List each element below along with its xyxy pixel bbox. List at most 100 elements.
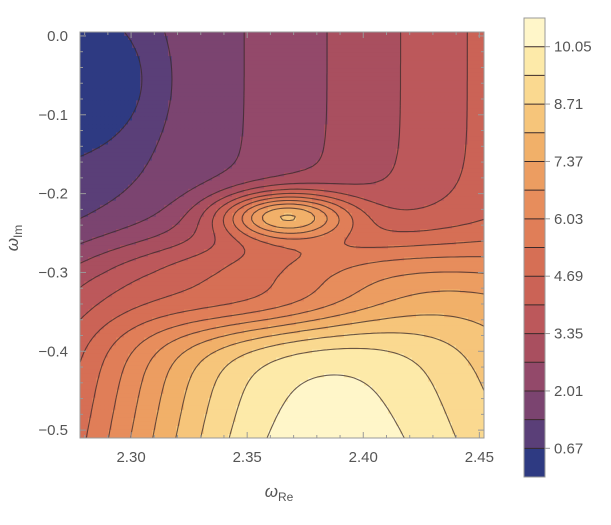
contour-cell — [480, 204, 484, 210]
contour-cell — [288, 44, 293, 49]
contour-cell — [316, 188, 321, 194]
contour-cell — [284, 180, 289, 186]
contour-cell — [200, 68, 205, 73]
contour-cell — [396, 60, 401, 65]
contour-cell — [448, 100, 453, 105]
contour-cell — [348, 124, 353, 130]
contour-cell — [220, 88, 225, 93]
contour-cell — [420, 108, 425, 113]
contour-cell — [448, 176, 453, 182]
contour-cell — [232, 76, 237, 81]
contour-cell — [244, 220, 249, 226]
contour-cell — [156, 200, 161, 206]
contour-cell — [480, 120, 484, 126]
contour-cell — [296, 72, 301, 77]
contour-cell — [96, 152, 101, 158]
contour-cell — [88, 32, 93, 37]
contour-cell — [312, 188, 317, 194]
contour-cell — [460, 100, 465, 105]
contour-cell — [432, 160, 437, 166]
contour-cell — [268, 148, 273, 154]
contour-cell — [272, 108, 277, 113]
contour-cell — [360, 128, 365, 134]
contour-cell — [208, 64, 213, 69]
contour-cell — [292, 72, 297, 77]
contour-cell — [424, 104, 429, 109]
contour-cell — [376, 52, 381, 57]
contour-cell — [132, 32, 137, 37]
contour-cell — [152, 128, 157, 134]
contour-cell — [284, 184, 289, 190]
contour-cell — [448, 60, 453, 65]
contour-cell — [396, 52, 401, 57]
contour-cell — [172, 192, 177, 198]
contour-cell — [120, 48, 125, 53]
contour-cell — [392, 156, 397, 162]
contour-cell — [360, 96, 365, 101]
contour-cell — [88, 224, 93, 230]
contour-cell — [356, 200, 361, 206]
contour-cell — [132, 224, 137, 230]
contour-cell — [236, 84, 241, 89]
contour-cell — [360, 200, 365, 206]
contour-cell — [340, 120, 345, 126]
contour-cell — [156, 184, 161, 190]
contour-cell — [144, 68, 149, 73]
contour-cell — [268, 52, 273, 57]
contour-cell — [476, 196, 481, 202]
contour-cell — [156, 216, 161, 222]
contour-cell — [264, 128, 269, 134]
contour-cell — [252, 36, 257, 41]
contour-cell — [156, 40, 161, 45]
contour-cell — [328, 136, 333, 142]
contour-cell — [220, 92, 225, 97]
contour-cell — [172, 96, 177, 101]
contour-cell — [140, 64, 145, 69]
contour-cell — [360, 40, 365, 45]
contour-cell — [408, 44, 413, 49]
contour-cell — [312, 56, 317, 61]
contour-cell — [240, 104, 245, 109]
contour-cell — [232, 224, 237, 230]
contour-cell — [256, 152, 261, 158]
contour-cell — [344, 44, 349, 49]
contour-cell — [100, 80, 105, 85]
contour-cell — [468, 156, 473, 162]
contour-cell — [216, 48, 221, 53]
contour-cell — [120, 140, 125, 146]
contour-cell — [372, 88, 377, 93]
contour-cell — [380, 132, 385, 138]
contour-cell — [116, 140, 121, 146]
contour-cell — [368, 148, 373, 154]
contour-cell — [424, 156, 429, 162]
contour-cell — [148, 72, 153, 77]
contour-cell — [168, 80, 173, 85]
contour-cell — [296, 200, 301, 206]
contour-cell — [280, 208, 285, 214]
contour-cell — [396, 152, 401, 158]
contour-cell — [268, 64, 273, 69]
contour-cell — [140, 192, 145, 198]
contour-cell — [396, 164, 401, 170]
contour-cell — [232, 36, 237, 41]
contour-cell — [432, 64, 437, 69]
contour-cell — [408, 64, 413, 69]
contour-cell — [480, 148, 484, 154]
contour-cell — [320, 132, 325, 138]
contour-cell — [312, 140, 317, 146]
contour-cell — [128, 84, 133, 89]
contour-cell — [220, 216, 225, 222]
contour-cell — [148, 132, 153, 138]
contour-cell — [236, 96, 241, 101]
contour-cell — [180, 160, 185, 166]
contour-cell — [148, 208, 153, 214]
contour-cell — [464, 176, 469, 182]
contour-cell — [340, 100, 345, 105]
contour-cell — [292, 40, 297, 45]
contour-cell — [332, 212, 337, 218]
contour-cell — [472, 36, 477, 41]
contour-cell — [336, 184, 341, 190]
contour-cell — [412, 60, 417, 65]
contour-cell — [348, 128, 353, 134]
contour-cell — [156, 228, 161, 234]
